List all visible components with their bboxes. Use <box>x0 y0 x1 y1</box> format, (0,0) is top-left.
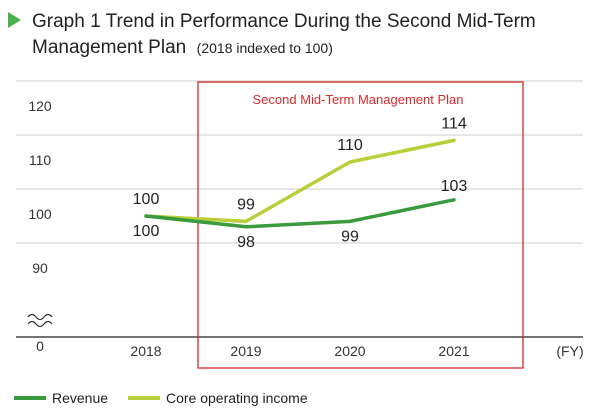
data-label-core-operating-income: 99 <box>237 196 255 213</box>
chart-title-note: (2018 indexed to 100) <box>197 40 333 56</box>
mid-term-plan-label-bg <box>232 90 484 109</box>
y-tick-label: 100 <box>28 206 52 222</box>
x-tick-label: 2018 <box>130 343 161 359</box>
legend-label: Core operating income <box>166 390 308 406</box>
series-lines <box>144 138 456 229</box>
data-label-revenue: 103 <box>441 178 468 195</box>
y-tick-label: 110 <box>29 152 52 168</box>
data-label-revenue: 99 <box>341 228 359 245</box>
series-line-revenue <box>144 198 456 229</box>
y-tick-label: 120 <box>28 98 52 114</box>
data-label-core-operating-income: 110 <box>337 137 363 154</box>
data-label-revenue: 100 <box>133 223 160 240</box>
mid-term-plan-label: Second Mid-Term Management Plan <box>253 92 464 107</box>
x-tick-label: 2021 <box>438 343 469 359</box>
y-tick-label: 90 <box>32 260 48 276</box>
chart-title-line2: Management Plan (2018 indexed to 100) <box>32 37 333 58</box>
x-axis-ticks: 2018 2019 2020 2021 <box>130 343 469 359</box>
x-axis-unit: (FY) <box>556 343 583 359</box>
data-label-revenue: 98 <box>237 234 255 251</box>
series-line-core-operating-income <box>144 138 456 224</box>
title-triangle-icon <box>8 12 21 28</box>
data-label-core-operating-income: 100 <box>133 191 160 208</box>
chart-title-line1: Graph 1 Trend in Performance During the … <box>32 11 536 32</box>
chart-title-line2-main: Management Plan <box>32 37 186 58</box>
x-tick-label: 2019 <box>230 343 261 359</box>
axis-break-icon-2 <box>27 320 53 328</box>
data-labels: 100 98 99 103 100 99 110 114 <box>133 115 468 250</box>
y-axis-break: 0 <box>27 313 53 354</box>
legend-label: Revenue <box>52 390 108 406</box>
x-tick-label: 2020 <box>334 343 365 359</box>
mid-term-plan-box <box>197 81 524 369</box>
data-label-core-operating-income: 114 <box>441 115 467 132</box>
y-axis-ticks: 120 110 100 90 <box>28 98 52 276</box>
y-zero-label: 0 <box>36 338 44 354</box>
axis-break-icon <box>27 313 53 321</box>
legend: Revenue Core operating income <box>14 390 308 406</box>
